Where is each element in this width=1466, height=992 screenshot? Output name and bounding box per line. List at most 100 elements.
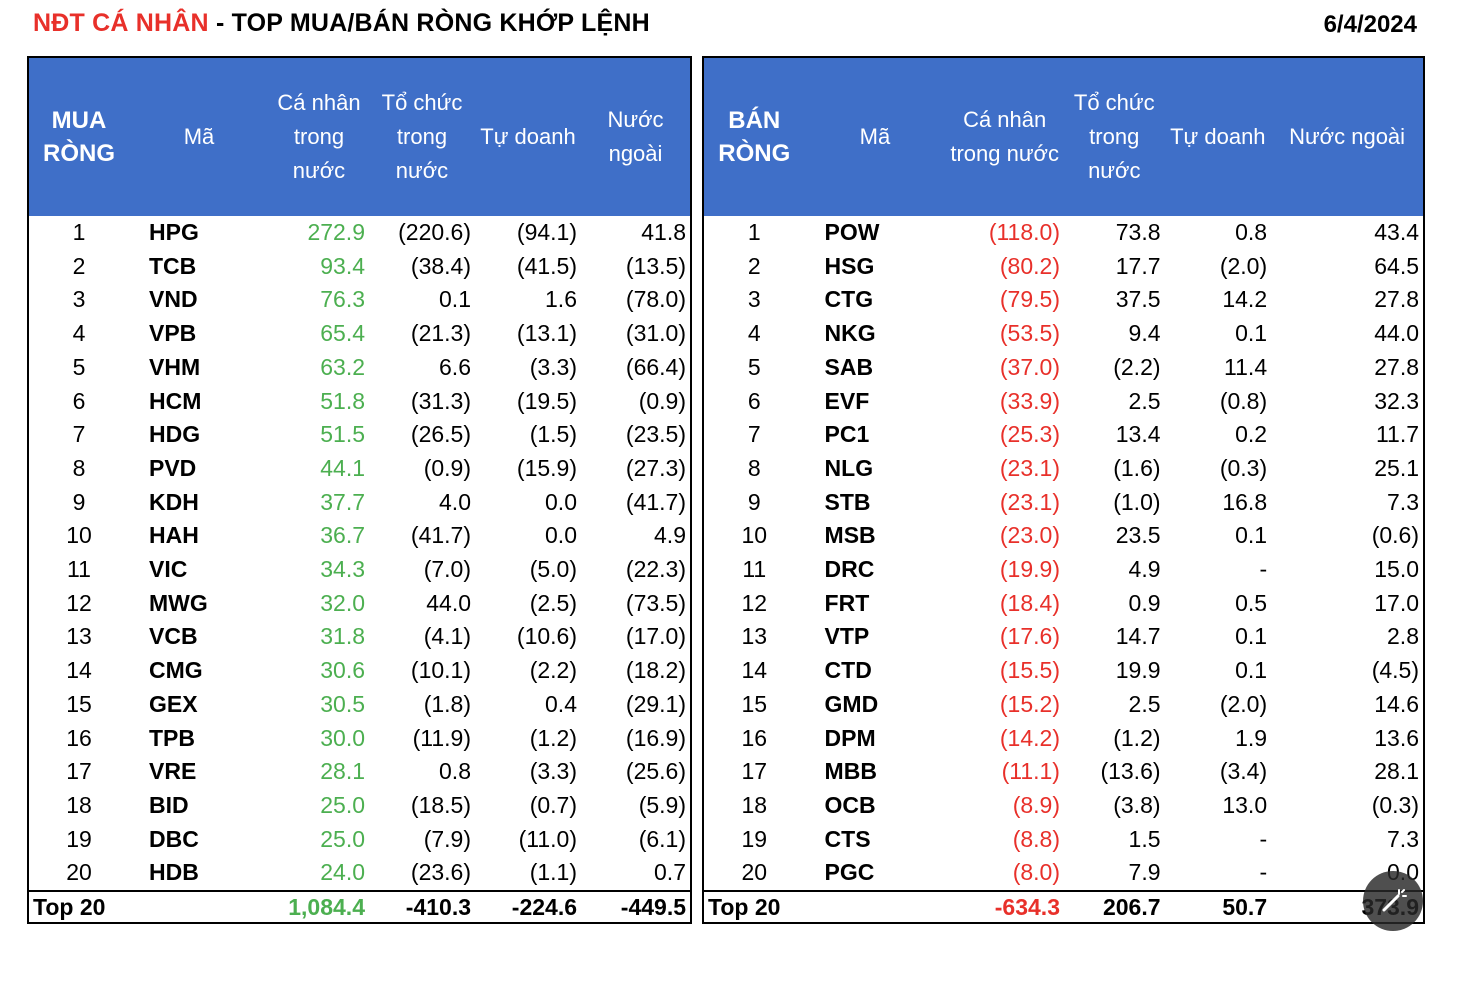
cell-retail: 51.8 [320, 387, 365, 414]
cell-proprietary: (2.5) [529, 589, 577, 616]
cell-retail: (53.5) [999, 320, 1060, 347]
cell-retail: (14.2) [999, 724, 1060, 751]
cell-ticker: EVF [824, 387, 870, 414]
cell-proprietary: (15.9) [516, 454, 577, 481]
cell-proprietary: 1.6 [545, 286, 577, 313]
cell-institution: 7.9 [1128, 859, 1161, 886]
cell-ticker: VHM [149, 353, 201, 380]
cell-institution: 17.7 [1115, 252, 1161, 279]
cell-institution: 4.9 [1128, 556, 1161, 583]
cell-ticker: NLG [824, 454, 874, 481]
total-institution: -410.3 [369, 890, 475, 923]
cell-ticker: CTD [824, 657, 872, 684]
cell-rank: 15 [66, 690, 92, 717]
cell-institution: (0.9) [423, 454, 471, 481]
cell-ticker: VCB [149, 623, 198, 650]
cell-institution: (1.6) [1113, 454, 1161, 481]
cell-proprietary: 11.4 [1224, 353, 1268, 380]
cell-foreign: (13.5) [625, 252, 686, 279]
cell-institution: (18.5) [410, 791, 471, 818]
magic-wand-icon[interactable] [1363, 871, 1423, 931]
cell-institution: (31.3) [410, 387, 471, 414]
cell-proprietary: (11.0) [518, 825, 577, 852]
cell-proprietary: 1.9 [1235, 724, 1268, 751]
cell-rank: 12 [741, 589, 768, 616]
table-row: 15 GMD (15.2) 2.5 (2.0) 14.6 [704, 688, 1423, 722]
cell-rank: 2 [72, 252, 86, 279]
cell-ticker: MBB [824, 758, 877, 785]
cell-ticker: POW [824, 219, 880, 245]
cell-ticker: GEX [149, 690, 198, 717]
cell-rank: 5 [747, 353, 761, 380]
cell-institution: (26.5) [410, 421, 471, 448]
cell-institution: 0.8 [439, 758, 471, 785]
cell-rank: 14 [66, 657, 92, 684]
net-buy-table: MUA RÒNG Mã Cá nhân trong nước Tổ chức t… [27, 56, 692, 925]
cell-retail: 93.4 [320, 252, 365, 279]
table-row: 5 VHM 63.2 6.6 (3.3) (66.4) [29, 351, 690, 385]
cell-ticker: CTS [824, 825, 871, 852]
cell-institution: (3.8) [1113, 791, 1161, 818]
table-row: 2 TCB 93.4 (38.4) (41.5) (13.5) [29, 250, 690, 284]
cell-foreign: (0.6) [1371, 522, 1419, 549]
table-row: 17 MBB (11.1) (13.6) (3.4) 28.1 [704, 755, 1423, 789]
cell-foreign: (23.5) [625, 421, 686, 448]
cell-foreign: 7.3 [1387, 488, 1419, 515]
cell-retail: 28.1 [320, 758, 365, 785]
cell-ticker: KDH [149, 488, 199, 515]
cell-foreign: (4.5) [1371, 657, 1419, 684]
cell-proprietary: (0.8) [1219, 387, 1268, 414]
cell-rank: 13 [66, 623, 92, 650]
cell-foreign: (41.7) [625, 488, 686, 515]
col-header-foreign: Nước ngoài [581, 58, 690, 216]
cell-institution: (21.3) [410, 320, 471, 347]
cell-proprietary: 0.0 [545, 522, 577, 549]
cell-foreign: (25.6) [625, 758, 686, 785]
cell-foreign: (29.1) [625, 690, 686, 717]
magic-wand-glyph [1382, 889, 1407, 912]
cell-proprietary: 0.1 [1235, 320, 1268, 347]
cell-retail: (25.3) [999, 421, 1060, 448]
cell-proprietary: (3.3) [529, 758, 577, 785]
cell-proprietary: (2.0) [1219, 252, 1268, 279]
table-row: 18 OCB (8.9) (3.8) 13.0 (0.3) [704, 789, 1423, 823]
table-row: 14 CTD (15.5) 19.9 0.1 (4.5) [704, 654, 1423, 688]
cell-retail: 76.3 [320, 286, 365, 313]
cell-retail: (15.5) [999, 657, 1060, 684]
cell-proprietary: - [1259, 556, 1268, 583]
col-header-retail: Cá nhân trong nước [945, 58, 1064, 216]
cell-institution: (7.0) [423, 556, 471, 583]
cell-proprietary: (2.0) [1219, 690, 1268, 717]
cell-rank: 14 [741, 657, 768, 684]
cell-rank: 17 [66, 758, 92, 785]
cell-retail: 34.3 [320, 556, 365, 583]
total-proprietary: 50.7 [1164, 890, 1272, 923]
cell-ticker: CMG [149, 657, 203, 684]
table-row: 14 CMG 30.6 (10.1) (2.2) (18.2) [29, 654, 690, 688]
cell-foreign: 11.7 [1375, 421, 1419, 448]
total-label: Top 20 [29, 890, 269, 923]
cell-proprietary: (10.6) [516, 623, 577, 650]
cell-institution: (1.8) [423, 690, 471, 717]
cell-foreign: (0.3) [1371, 791, 1419, 818]
cell-institution: 0.9 [1128, 589, 1161, 616]
cell-rank: 19 [741, 825, 768, 852]
cell-retail: 44.1 [320, 454, 365, 481]
cell-proprietary: 0.8 [1235, 219, 1268, 245]
cell-rank: 7 [72, 421, 86, 448]
cell-retail: 30.6 [320, 657, 365, 684]
cell-rank: 13 [741, 623, 768, 650]
cell-foreign: (5.9) [638, 791, 686, 818]
cell-foreign: 43.4 [1374, 219, 1419, 245]
cell-rank: 20 [741, 859, 768, 886]
table-row: 3 VND 76.3 0.1 1.6 (78.0) [29, 283, 690, 317]
cell-proprietary: 0.1 [1235, 623, 1268, 650]
cell-institution: 9.4 [1128, 320, 1161, 347]
net-sell-rows: 1 POW (118.0) 73.8 0.8 43.4 2 HSG (80.2) 17.7 (2.0… [704, 216, 1423, 891]
cell-foreign: 13.6 [1374, 724, 1419, 751]
table-row: 8 NLG (23.1) (1.6) (0.3) 25.1 [704, 452, 1423, 486]
cell-retail: (33.9) [999, 387, 1060, 414]
cell-proprietary: (19.5) [516, 387, 577, 414]
cell-rank: 15 [741, 690, 768, 717]
table-row: 11 VIC 34.3 (7.0) (5.0) (22.3) [29, 553, 690, 587]
